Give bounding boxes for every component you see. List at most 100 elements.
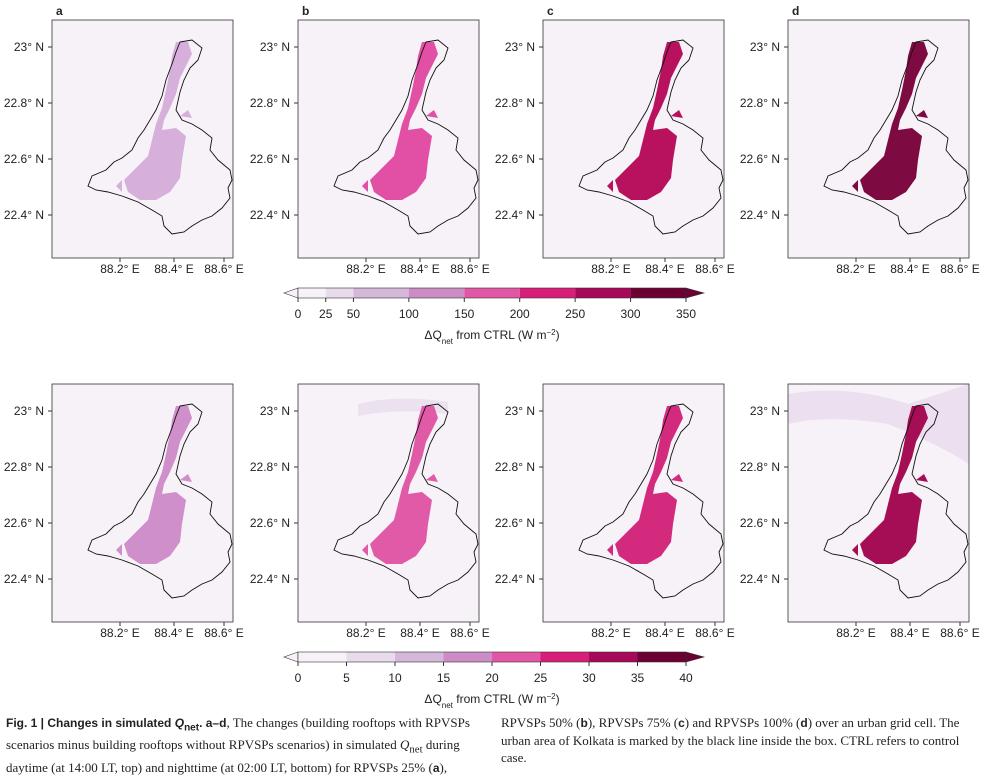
map-panel: 23° N 22.8° N 22.6° N 22.4° N 88.2° E 88.4° E… xyxy=(4,383,244,640)
caption-run: b xyxy=(580,716,588,730)
lat-label: 22.6° N xyxy=(495,516,535,530)
anomaly-area xyxy=(852,42,928,200)
colorbar-tick-label: 0 xyxy=(295,671,302,685)
lon-label: 88.6° E xyxy=(695,626,735,640)
lon-label: 88.4° E xyxy=(154,262,194,276)
lat-label: 22.4° N xyxy=(740,572,780,586)
lat-label: 22.8° N xyxy=(495,460,535,474)
lat-label: 22.4° N xyxy=(4,572,44,586)
lon-label: 88.6° E xyxy=(450,262,490,276)
lat-label: 22.6° N xyxy=(740,516,780,530)
panel-label: d xyxy=(792,4,799,18)
lon-label: 88.2° E xyxy=(591,262,631,276)
map-frame xyxy=(51,19,234,259)
colorbar-label: ΔQnet from CTRL (W m−2) xyxy=(424,328,559,346)
lon-label: 88.4° E xyxy=(890,626,930,640)
lat-label: 22.4° N xyxy=(4,208,44,222)
panel-label: c xyxy=(547,4,554,18)
caption-run: net xyxy=(184,722,200,734)
map-panel: 23° N 22.8° N 22.6° N 22.4° N 88.2° E 88.4° E… xyxy=(495,19,735,276)
lat-label: 22.8° N xyxy=(250,96,290,110)
lon-label: 88.4° E xyxy=(400,262,440,276)
lon-label: 88.4° E xyxy=(890,262,930,276)
anomaly-area xyxy=(116,406,192,564)
lat-label: 23° N xyxy=(505,40,535,54)
colorbar-extend xyxy=(685,651,706,663)
map-background xyxy=(543,20,724,258)
colorbar-segment xyxy=(540,652,589,662)
colorbar-tick-label: 10 xyxy=(388,671,402,685)
colorbar-extend xyxy=(283,651,299,663)
colorbar-label-part: ΔQ xyxy=(424,692,441,706)
lon-label: 88.6° E xyxy=(940,626,980,640)
urban-boundary xyxy=(823,403,969,599)
caption-run: net xyxy=(409,743,423,756)
colorbar-label-part: net xyxy=(442,701,454,710)
anomaly-area xyxy=(116,42,192,200)
colorbar-segment xyxy=(492,652,541,662)
colorbar-tick-label: 20 xyxy=(485,671,499,685)
colorbar-tick-label: 40 xyxy=(679,671,693,685)
map-frame xyxy=(51,383,234,623)
lat-label: 22.8° N xyxy=(250,460,290,474)
shading xyxy=(788,384,969,464)
lon-label: 88.4° E xyxy=(645,262,685,276)
lon-label: 88.6° E xyxy=(695,262,735,276)
lon-label: 88.4° E xyxy=(645,626,685,640)
lat-label: 22.4° N xyxy=(250,208,290,222)
lat-label: 23° N xyxy=(505,404,535,418)
colorbar-extend xyxy=(685,287,706,299)
map-frame xyxy=(542,19,725,259)
urban-boundary xyxy=(823,39,969,235)
anomaly-area xyxy=(362,42,438,200)
colorbar-label-part: ) xyxy=(556,328,560,342)
colorbar-tick-label: 50 xyxy=(347,307,361,321)
colorbar-segment xyxy=(637,652,686,662)
map-frame xyxy=(787,383,970,623)
colorbar-tick-label: 0 xyxy=(295,307,302,321)
colorbar-tick-label: 35 xyxy=(631,671,645,685)
caption-run: d xyxy=(800,716,808,730)
lat-label: 22.6° N xyxy=(250,516,290,530)
colorbar-tick-label: 5 xyxy=(343,671,350,685)
lat-label: 22.8° N xyxy=(4,96,44,110)
urban-boundary xyxy=(333,403,479,599)
lon-label: 88.2° E xyxy=(836,626,876,640)
lon-label: 88.2° E xyxy=(591,626,631,640)
lat-label: 23° N xyxy=(750,40,780,54)
lon-label: 88.2° E xyxy=(100,626,140,640)
map-background xyxy=(543,384,724,622)
map-frame xyxy=(542,383,725,623)
lat-label: 22.8° N xyxy=(740,460,780,474)
lat-label: 22.8° N xyxy=(495,96,535,110)
colorbar-label-part: from CTRL (W m xyxy=(453,328,547,342)
map-panel: 23° N 22.8° N 22.6° N 22.4° N 88.2° E 88.4° E… xyxy=(740,19,980,276)
map-background xyxy=(788,20,969,258)
lat-label: 22.6° N xyxy=(4,516,44,530)
map-panel: 23° N 22.8° N 22.6° N 22.4° N 88.2° E 88.4° E… xyxy=(4,19,244,276)
colorbar-tick-label: 150 xyxy=(454,307,474,321)
caption-run: Fig. 1 | Changes in simulated xyxy=(6,716,175,730)
lat-label: 22.6° N xyxy=(4,152,44,166)
map-panel: 23° N 22.8° N 22.6° N 22.4° N 88.2° E 88.4° E… xyxy=(250,383,490,640)
caption-run: c xyxy=(678,716,685,730)
colorbar-tick-label: 15 xyxy=(437,671,451,685)
colorbar-tick-label: 300 xyxy=(621,307,641,321)
colorbar-segment xyxy=(325,288,354,298)
colorbar-tick-label: 200 xyxy=(510,307,530,321)
lon-label: 88.2° E xyxy=(346,262,386,276)
caption: Fig. 1 | Changes in simulated Qnet. a–d,… xyxy=(6,714,972,777)
lat-label: 22.4° N xyxy=(495,572,535,586)
colorbar-tick-label: 30 xyxy=(582,671,596,685)
colorbar-label-part: −2 xyxy=(546,328,556,337)
lat-label: 23° N xyxy=(14,40,44,54)
caption-run: ) and RPVSPs 100% ( xyxy=(684,715,801,730)
map-panel: 23° N 22.8° N 22.6° N 22.4° N 88.2° E 88.4° E… xyxy=(740,383,980,640)
lat-label: 23° N xyxy=(260,40,290,54)
colorbar-tick-label: 25 xyxy=(319,307,333,321)
caption-run: Q xyxy=(174,716,185,730)
lon-label: 88.6° E xyxy=(450,626,490,640)
colorbar-segment xyxy=(464,288,520,298)
lat-label: 22.6° N xyxy=(495,152,535,166)
